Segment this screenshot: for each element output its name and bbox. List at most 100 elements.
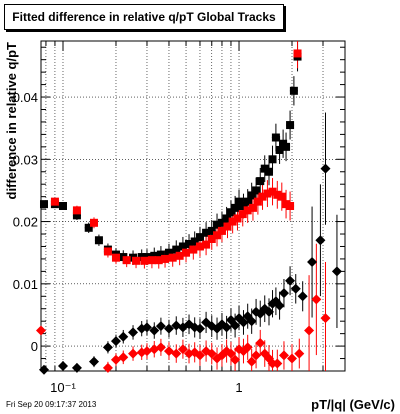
data-point-square (263, 189, 272, 198)
data-point-diamond (110, 336, 121, 347)
data-point-diamond (221, 322, 232, 333)
y-tick-label: 0.03 (13, 152, 38, 167)
data-point-diamond (320, 163, 331, 174)
data-point-square (252, 186, 261, 195)
data-point-diamond (194, 350, 205, 361)
data-point-diamond (331, 266, 342, 277)
data-point-diamond (285, 275, 296, 286)
x-tick-label: 1 (235, 380, 242, 395)
data-point-diamond (242, 342, 253, 353)
data-point-square (72, 211, 81, 220)
data-point-diamond (57, 361, 68, 372)
data-point-diamond (128, 348, 139, 359)
data-point-diamond (177, 344, 188, 355)
data-point-square (275, 145, 284, 154)
data-point-square (213, 220, 222, 229)
data-point-diamond (225, 348, 236, 359)
data-point-square (156, 250, 165, 259)
tick-labels: 0 0.01 0.02 0.03 0.04 10⁻¹ 1 (13, 90, 243, 395)
data-point-diamond (38, 364, 49, 375)
data-point-square (140, 256, 149, 265)
y-axis-label: difference in relative q/pT (4, 42, 19, 200)
data-point-diamond (274, 300, 285, 311)
data-point-square (161, 254, 170, 263)
data-point-square (111, 253, 120, 262)
data-point-diamond (118, 331, 129, 342)
data-point-square (84, 223, 93, 232)
data-point-square (238, 210, 247, 219)
data-point-square (260, 164, 269, 173)
data-point-square (72, 206, 81, 215)
data-point-square (39, 200, 48, 209)
data-point-square (103, 247, 112, 256)
data-point-diamond (287, 353, 298, 364)
data-point-square (247, 191, 256, 200)
data-point-square (202, 240, 211, 249)
data-point-square (175, 251, 184, 260)
data-point-diamond (315, 235, 326, 246)
data-point-square (50, 197, 59, 206)
data-point-diamond (294, 348, 305, 359)
data-point-square (268, 187, 277, 196)
data-point-square (228, 217, 237, 226)
data-point-diamond (163, 323, 174, 334)
data-point-square (256, 177, 265, 186)
data-point-diamond (251, 350, 262, 361)
y-tick-label: 0.04 (13, 90, 38, 105)
data-point-square (154, 256, 163, 265)
data-point-diamond (141, 346, 152, 357)
data-point-square (195, 242, 204, 251)
data-point-square (286, 202, 295, 210)
data-point-diamond (238, 317, 249, 328)
x-axis-label: pT/|q| (GeV/c) (311, 397, 395, 412)
data-point-square (182, 248, 191, 257)
data-point-square (58, 202, 67, 210)
data-point-diamond (88, 356, 99, 367)
data-point-diamond (246, 316, 257, 327)
data-point-square (94, 236, 103, 245)
plot-frame (40, 40, 346, 372)
data-point-square (150, 251, 159, 260)
data-point-square (168, 253, 177, 262)
data-point-square (217, 226, 226, 235)
data-point-square (190, 237, 199, 246)
data-point-square (122, 256, 131, 265)
data-point-square (202, 228, 211, 237)
data-point-diamond (320, 313, 331, 324)
chart-title-box: Fitted difference in relative q/pT Globa… (4, 4, 284, 30)
data-point-square (243, 206, 252, 215)
data-point-square (286, 121, 295, 130)
data-point-square (223, 222, 232, 231)
data-point-square (213, 231, 222, 240)
data-point-square (235, 197, 244, 206)
data-point-square (289, 86, 298, 95)
data-point-square (217, 218, 226, 227)
data-point-diamond (155, 342, 166, 353)
data-point-diamond (311, 294, 322, 305)
data-point-diamond (307, 257, 318, 268)
data-point-square (273, 190, 282, 199)
data-point-square (172, 245, 181, 254)
data-point-diamond (118, 352, 129, 363)
data-point-square (222, 214, 231, 223)
data-point-square (264, 167, 273, 176)
data-point-diamond (304, 325, 315, 336)
data-point-square (233, 214, 242, 223)
data-point-diamond (206, 348, 217, 359)
data-point-diamond (278, 350, 289, 361)
data-point-square (282, 200, 291, 209)
grid-lines (41, 41, 346, 371)
data-point-diamond (36, 325, 46, 336)
data-point-square (195, 233, 204, 242)
chart-title: Fitted difference in relative q/pT Globa… (12, 10, 276, 24)
data-point-square (189, 245, 198, 254)
y-tick-label: 0.02 (13, 215, 38, 230)
data-point-diamond (272, 358, 283, 369)
data-point-diamond (290, 283, 301, 294)
data-point-square (164, 248, 173, 257)
data-point-diamond (128, 327, 139, 338)
data-point-square (207, 235, 216, 243)
data-point-diamond (246, 356, 257, 367)
